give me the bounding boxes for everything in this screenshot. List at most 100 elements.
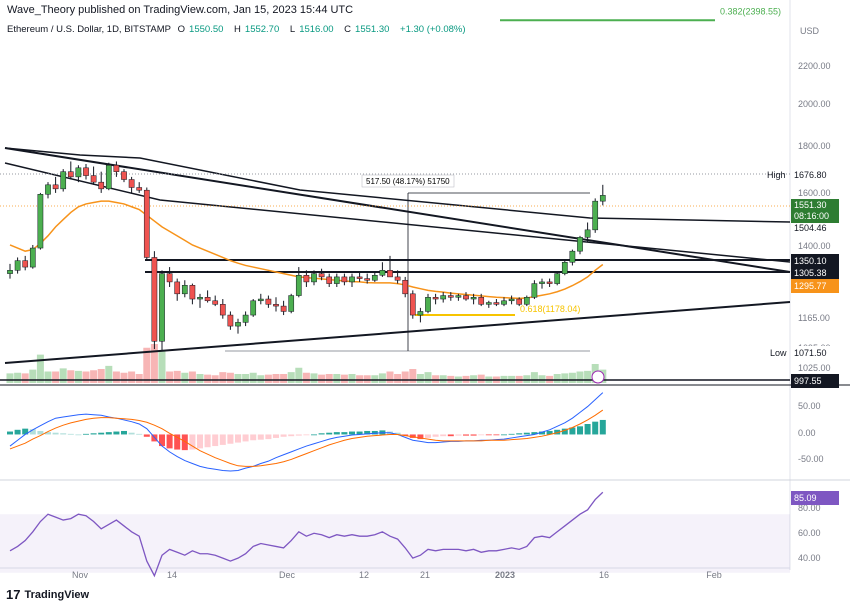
volume-bar: [310, 373, 318, 383]
level-1350-tag: 1350.10: [794, 256, 827, 266]
change-value: +1.30 (+0.08%): [400, 24, 466, 35]
volume-bar: [14, 372, 22, 383]
volume-bar: [470, 375, 478, 383]
time-axis-tick: 2023: [495, 570, 515, 580]
candle-body: [14, 260, 21, 271]
candle-body: [136, 187, 143, 191]
ma-price-tag: 1504.46: [794, 223, 827, 233]
volume-bar: [166, 371, 174, 383]
volume-bar: [401, 371, 409, 383]
open-value: 1550.50: [189, 24, 224, 35]
macd-axis-tick: -50.00: [798, 454, 824, 464]
candle-body: [159, 273, 165, 342]
volume-bar: [386, 371, 394, 383]
volume-bar: [234, 374, 242, 383]
time-axis-tick: 16: [599, 570, 609, 580]
low-value: 1516.00: [299, 24, 334, 35]
alert-icon: [591, 370, 605, 384]
candle-body: [212, 300, 219, 305]
volume-bar: [188, 371, 196, 383]
candle-body: [341, 276, 348, 283]
candle-body: [166, 273, 173, 283]
candle-body: [105, 165, 112, 190]
macd-histogram-bar: [273, 434, 279, 438]
candle-body: [447, 295, 454, 298]
ascending-support-trendline: [4, 301, 791, 364]
candle-body: [242, 314, 249, 323]
price-axis-tick: 1165.00: [798, 313, 830, 323]
candle-body: [143, 189, 150, 258]
rsi-axis-tick: 40.00: [798, 553, 821, 563]
high-label: H: [234, 24, 241, 35]
candle-body: [379, 270, 386, 276]
volume-bar: [530, 372, 538, 383]
macd-histogram-bar: [174, 434, 181, 450]
candle-body: [508, 298, 515, 302]
candle-body: [599, 195, 606, 202]
candle-body: [455, 295, 462, 298]
macd-histogram-bar: [516, 433, 523, 435]
high-label: High: [767, 170, 786, 180]
candle-body: [75, 167, 82, 178]
candle-body: [189, 285, 196, 300]
candle-body: [265, 298, 272, 305]
author-name[interactable]: Wave_Theory: [7, 4, 76, 16]
macd-line: [9, 392, 604, 472]
candle-body: [174, 281, 181, 295]
candle-body: [546, 281, 553, 284]
time-axis-tick: Dec: [279, 570, 296, 580]
candle-body: [98, 181, 105, 190]
candle-body: [364, 278, 371, 281]
time-axis-tick: 21: [420, 570, 430, 580]
macd-histogram-bar: [75, 434, 82, 436]
volume-bar: [44, 371, 52, 383]
volume-bar: [325, 374, 333, 383]
macd-histogram-bar: [189, 434, 196, 450]
volume-bar: [242, 374, 250, 383]
price-axis-tick: 2200.00: [798, 61, 831, 71]
publication-header: Wave_Theory published on TradingView.com…: [7, 4, 353, 16]
macd-histogram-bar: [561, 428, 568, 435]
macd-histogram-bar: [485, 434, 492, 436]
volume-bar: [378, 373, 386, 383]
volume-bar: [363, 375, 371, 383]
candle-body: [417, 311, 424, 316]
macd-histogram-bar: [333, 432, 340, 435]
candle-body: [303, 275, 310, 283]
rsi-line: [9, 491, 604, 578]
candle-body: [539, 281, 545, 284]
price-axis-tick: 1400.00: [798, 241, 831, 251]
macd-histogram-bar: [455, 434, 462, 436]
macd-histogram-bar: [402, 434, 409, 436]
level-1350-tag-bg: [791, 254, 839, 268]
measure-label: 517.50 (48.17%) 51750: [366, 177, 450, 186]
candle-body: [523, 297, 530, 305]
macd-histogram-bar: [22, 428, 29, 435]
macd-histogram-bar: [242, 434, 249, 442]
price-axis-tick: 1600.00: [798, 188, 831, 198]
macd-histogram-bar: [592, 421, 599, 435]
macd-signal-line: [9, 409, 604, 467]
volume-bar: [158, 350, 166, 383]
macd-histogram-bar: [105, 432, 112, 435]
last-price-countdown: 08:16:00: [794, 211, 829, 221]
candle-body: [235, 322, 241, 327]
macd-histogram-bar: [52, 432, 59, 435]
volume-bar: [584, 370, 592, 383]
price-axis-tick: 1800.00: [798, 141, 831, 151]
fib-0618-label: 0.618(1178.04): [520, 304, 580, 314]
volume-bar: [302, 372, 310, 383]
price-axis-tick: 2000.00: [798, 99, 831, 109]
macd-histogram-bar: [159, 434, 165, 447]
volume-bar: [576, 371, 584, 383]
high-value-tag-bg: [791, 168, 839, 182]
candle-body: [90, 175, 97, 183]
macd-histogram-bar: [90, 433, 97, 435]
tradingview-logo[interactable]: 17 TradingView: [6, 587, 89, 602]
ema-price-tag-bg: [791, 279, 839, 293]
candle-body: [425, 297, 431, 312]
volume-bar: [74, 370, 82, 383]
macd-histogram-bar: [409, 434, 416, 438]
low-value-tag-bg: [791, 346, 839, 360]
